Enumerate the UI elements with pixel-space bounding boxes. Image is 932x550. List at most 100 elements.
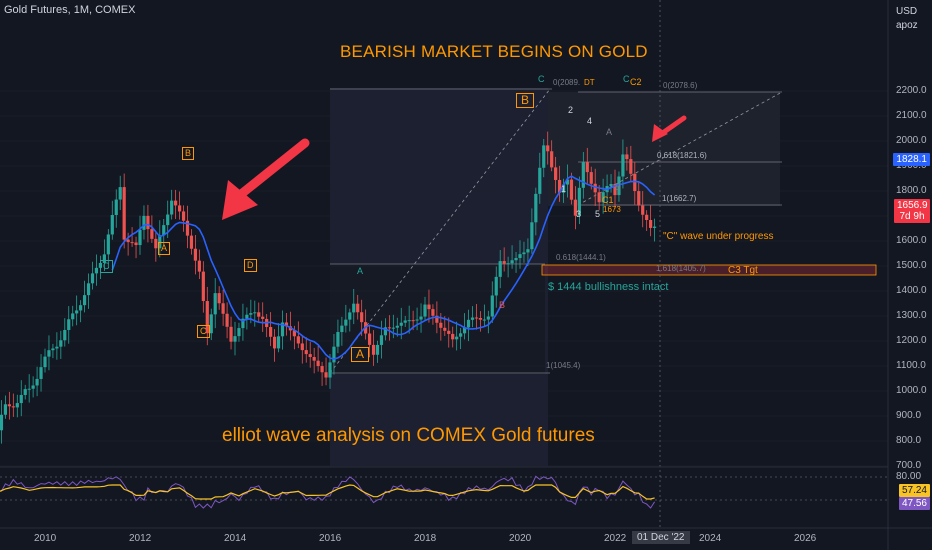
candle-body [356, 303, 360, 313]
candle-body [502, 261, 506, 264]
candle-body [613, 184, 617, 196]
candle-body [546, 145, 550, 152]
candle-body [443, 327, 447, 331]
candle-body [332, 346, 336, 363]
candle-body [645, 214, 649, 220]
candle-body [237, 328, 241, 337]
price-tick: 1600.0 [896, 235, 927, 246]
candle-body [75, 310, 79, 314]
candle-body [15, 403, 19, 408]
candle-body [272, 336, 277, 349]
candle-body [142, 215, 146, 230]
candle-body [538, 167, 542, 194]
osc-tag-yellow: 57.24 [898, 484, 930, 497]
candle-body [205, 301, 209, 334]
red-arrow-small [652, 115, 687, 142]
candle-body [241, 318, 245, 329]
wave-label-C1: C [100, 260, 113, 273]
symbol-title[interactable]: Gold Futures, 1M, COMEX [4, 4, 136, 16]
candle-body [617, 176, 621, 196]
candle-body [391, 327, 395, 329]
c3-target-label: C3 Tgt [728, 265, 758, 276]
candle-body [47, 350, 51, 357]
candle-body [348, 312, 352, 320]
wave-label-DT: DT [584, 78, 595, 87]
candle-body [506, 263, 510, 265]
candle-body [557, 179, 562, 193]
ma-price-tag: 1828.1 [893, 153, 930, 166]
candle-body [399, 322, 403, 326]
candle-body [360, 312, 364, 323]
candle-body [209, 314, 213, 334]
candle-body [455, 336, 459, 340]
fib-0-top: 0(2089. [553, 78, 581, 87]
candle-body [110, 214, 114, 235]
candle-body [86, 283, 91, 296]
price-tick: 2000.0 [896, 135, 927, 146]
wave-label-1673: 1673 [603, 205, 621, 214]
candle-body [292, 330, 296, 337]
candle-body [451, 333, 455, 340]
candle-body [490, 295, 494, 317]
candle-body [106, 234, 110, 255]
time-tick: 2018 [414, 533, 437, 544]
candle-body [213, 293, 217, 315]
candle-body [395, 325, 399, 328]
fib-618-right: 0.618(1821.6) [657, 151, 707, 160]
candle-body [245, 314, 249, 319]
candle-body [185, 220, 190, 236]
candle-body [174, 200, 178, 206]
candle-body [122, 187, 126, 240]
candle-body [197, 260, 201, 272]
candle-body [419, 316, 423, 320]
candle-body [573, 199, 578, 216]
candle-body [181, 211, 186, 221]
candle-body [71, 313, 75, 320]
fib-1-left: 1(1045.4) [546, 361, 581, 370]
osc-tag-80: 80.00 [896, 471, 922, 482]
candle-body [154, 238, 158, 249]
candle-body [530, 222, 534, 250]
candle-body [383, 327, 388, 336]
candle-body [134, 242, 138, 246]
candle-body [63, 329, 67, 341]
candle-body [59, 340, 63, 347]
wave-count-5: 5 [595, 209, 601, 219]
candle-body [633, 173, 637, 192]
price-tick: 800.0 [896, 435, 922, 446]
trend-dashed-2 [577, 91, 783, 206]
candle-body [387, 327, 391, 329]
wave-label-C3: C [538, 74, 545, 84]
candle-body [466, 319, 471, 328]
candle-body [3, 404, 8, 415]
candle-body [554, 167, 558, 180]
candle-body [637, 191, 641, 206]
candle-body [403, 320, 407, 323]
candle-body [284, 322, 289, 327]
candle-body [470, 317, 475, 320]
candle-body [43, 356, 47, 368]
candle-body [35, 378, 39, 386]
candle-body [304, 350, 308, 355]
candle-body [249, 313, 253, 315]
candle-body [581, 162, 585, 188]
wave-count-1: 1 [561, 184, 567, 194]
candle-body [308, 354, 312, 358]
candle-body [233, 336, 237, 342]
candle-body [344, 319, 348, 326]
candle-body [280, 322, 285, 337]
candle-body [459, 333, 463, 337]
subtitle-text: elliot wave analysis on COMEX Gold futur… [222, 425, 595, 446]
candle-body [7, 404, 11, 407]
fib-0-right: 0(2078.6) [663, 81, 698, 90]
candle-body [257, 312, 261, 317]
currency-label: USD apoz [896, 6, 918, 31]
candle-body [462, 327, 467, 334]
candle-body [312, 357, 316, 361]
c-wave-note: "C" wave under progress [663, 231, 774, 242]
wave-label-A1: A [158, 242, 171, 255]
fib-618-left: 0.618(1444.1) [556, 253, 606, 262]
bullish-note: $ 1444 bullishness intact [548, 281, 669, 293]
last-price: 1656.9 [897, 200, 928, 211]
